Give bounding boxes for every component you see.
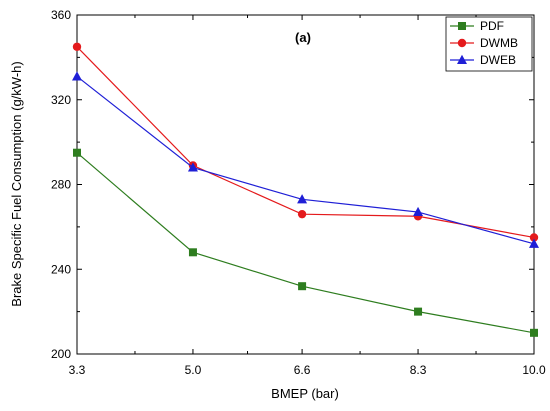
pdf-data-point [73, 148, 81, 157]
dwmb-data-point [297, 209, 307, 219]
y-tick-label: 320 [51, 93, 71, 107]
series-layer [72, 42, 539, 337]
dwmb-data-point [72, 42, 82, 51]
dweb-data-point [297, 194, 308, 204]
dwmb-data-point [529, 233, 539, 242]
legend: PDF DWMB DWEB [445, 16, 533, 72]
pdf-series [73, 148, 538, 337]
dweb-data-point [187, 162, 198, 172]
pdf-data-point [298, 282, 307, 291]
x-axis-ticks: 3.3 5.0 6.6 8.3 10.0 [69, 15, 546, 377]
y-axis-ticks: 200 240 280 320 360 [51, 8, 534, 361]
x-tick-label: 8.3 [410, 363, 427, 377]
legend-label-dwmb: DWMB [480, 36, 518, 50]
pdf-data-point [414, 307, 423, 316]
x-tick-label: 5.0 [185, 363, 202, 377]
x-tick-label: 3.3 [69, 363, 86, 377]
x-axis-title: BMEP (bar) [271, 386, 339, 401]
legend-marker-dweb [457, 54, 467, 64]
y-axis-title: Brake Specific Fuel Consumption (g/kW-h) [9, 61, 24, 306]
legend-marker-pdf [458, 22, 466, 30]
y-tick-label: 240 [51, 262, 71, 276]
y-tick-label: 360 [51, 8, 71, 22]
legend-marker-dwmb [457, 38, 467, 48]
y-tick-label: 280 [51, 178, 71, 192]
legend-label-pdf: PDF [480, 19, 504, 33]
x-tick-label: 10.0 [522, 363, 546, 377]
dwmb-series-line [76, 46, 535, 239]
dweb-data-point [529, 238, 539, 248]
y-tick-label: 200 [51, 347, 71, 361]
dweb-data-point [413, 206, 424, 217]
pdf-data-point [188, 248, 197, 257]
dweb-series-line [76, 75, 535, 245]
dweb-data-point [72, 71, 82, 81]
legend-label-dweb: DWEB [480, 53, 516, 67]
pdf-series-line [76, 152, 535, 334]
dweb-series [72, 71, 539, 248]
dwmb-series [72, 42, 539, 242]
x-tick-label: 6.6 [294, 363, 311, 377]
panel-label: (a) [295, 30, 311, 45]
pdf-data-point [530, 328, 538, 337]
